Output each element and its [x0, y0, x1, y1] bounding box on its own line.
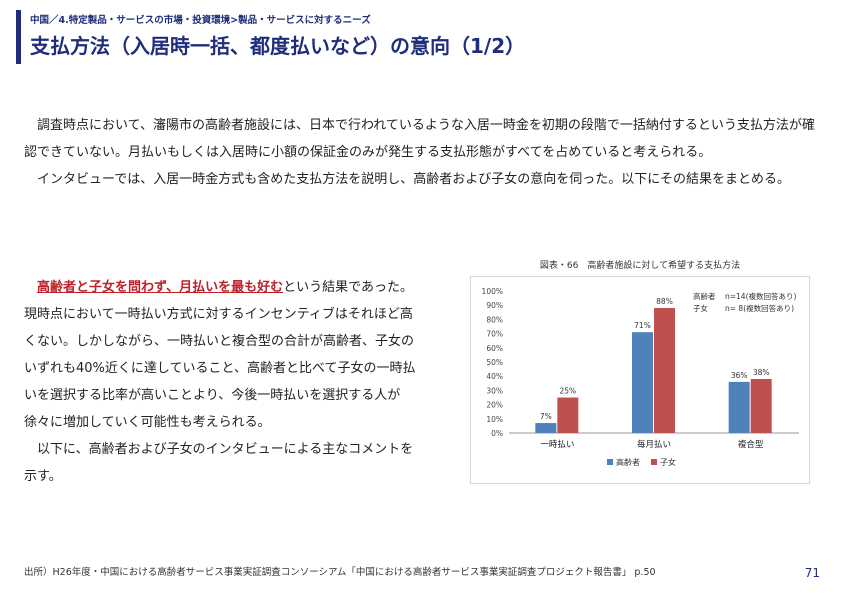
bar-children: [750, 379, 772, 433]
findings-text: という結果であった。現時点において一時払い方式に対するインセンティブはそれほど高…: [24, 280, 416, 430]
note-group: 子女: [693, 303, 708, 313]
note-text: n= 8(複数回答あり): [725, 303, 794, 313]
y-tick-label: 70%: [486, 330, 503, 339]
data-label: 38%: [753, 368, 770, 377]
intro-paragraph-1: 調査時点において、瀋陽市の高齢者施設には、日本で行われているような入居一時金を初…: [24, 118, 815, 160]
y-tick-label: 50%: [486, 358, 503, 367]
chart-container: 0% 10% 20% 30% 40% 50% 60% 70% 80% 90% 100% 7% 25% 一時…: [470, 276, 810, 484]
y-tick-label: 0%: [491, 429, 503, 438]
bar-children: [654, 308, 675, 433]
findings-section: 高齢者と子女を問わず、月払いを最も好むという結果であった。現時点において一時払い…: [24, 274, 424, 490]
key-finding-highlight: 高齢者と子女を問わず、月払いを最も好む: [37, 280, 284, 295]
comments-intro-paragraph: 以下に、高齢者および子女のインタビューによる主なコメントを示す。: [24, 442, 414, 484]
bar-elderly: [728, 381, 750, 433]
legend-swatch: [607, 459, 613, 465]
y-tick-label: 90%: [486, 301, 503, 310]
legend-swatch: [651, 459, 657, 465]
y-tick-label: 80%: [486, 315, 503, 324]
bar-elderly: [535, 423, 557, 433]
data-label: 88%: [656, 297, 673, 306]
legend-label: 子女: [660, 457, 676, 467]
data-label: 7%: [540, 412, 552, 421]
x-tick-label: 一時払い: [540, 439, 574, 450]
chart-title: 図表・66 高齢者施設に対して希望する支払方法: [539, 261, 741, 271]
x-tick-label: 毎月払い: [637, 439, 671, 450]
data-label: 36%: [731, 371, 748, 380]
bar-children: [557, 397, 579, 433]
legend-label: 高齢者: [616, 457, 640, 467]
y-tick-label: 40%: [486, 372, 503, 381]
note-text: n=14(複数回答あり): [725, 291, 797, 301]
data-label: 25%: [559, 387, 576, 396]
intro-section: 調査時点において、瀋陽市の高齢者施設には、日本で行われているような入居一時金を初…: [24, 112, 820, 193]
x-tick-label: 複合型: [738, 439, 764, 450]
y-tick-label: 20%: [486, 401, 503, 410]
y-tick-label: 30%: [486, 386, 503, 395]
bar-elderly: [632, 332, 653, 433]
note-group: 高齢者: [693, 291, 716, 301]
breadcrumb: 中国／4.特定製品・サービスの市場・投資環境>製品・サービスに対するニーズ: [30, 15, 371, 26]
source-note: 出所）H26年度・中国における高齢者サービス事業実証調査コンソーシアム「中国にお…: [24, 567, 656, 578]
intro-paragraph-2: インタビューでは、入居一時金方式も含めた支払方法を説明し、高齢者および子女の意向…: [37, 172, 790, 187]
bar-chart: 0% 10% 20% 30% 40% 50% 60% 70% 80% 90% 100% 7% 25% 一時…: [482, 287, 799, 467]
y-tick-label: 100%: [482, 287, 503, 296]
data-label: 71%: [634, 321, 651, 330]
y-tick-label: 60%: [486, 344, 503, 353]
title-accent-bar: [16, 10, 21, 64]
page-title: 支払方法（入居時一括、都度払いなど）の意向（1/2）: [30, 34, 526, 58]
findings-paragraph: 高齢者と子女を問わず、月払いを最も好むという結果であった。現時点において一時払い…: [24, 274, 424, 436]
page-number: 71: [804, 566, 820, 580]
y-tick-label: 10%: [486, 415, 503, 424]
